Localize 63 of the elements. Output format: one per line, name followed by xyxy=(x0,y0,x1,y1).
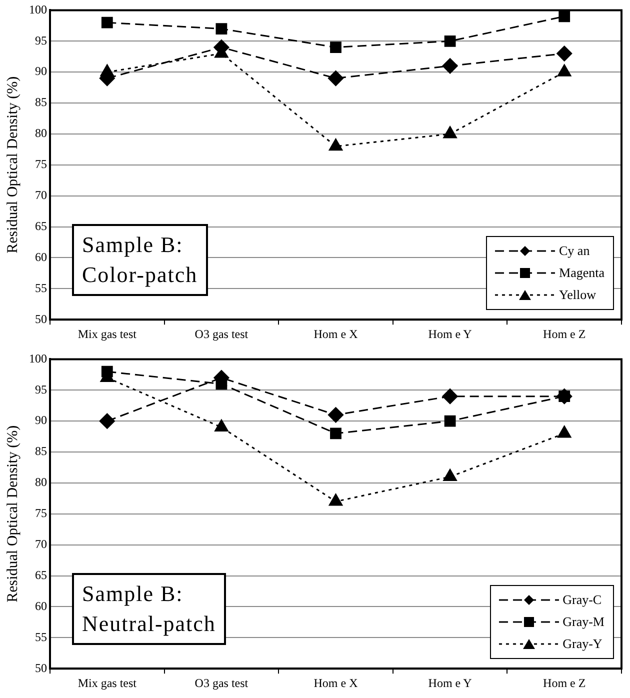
point xyxy=(330,428,342,440)
x-tick-label: Hom e Y xyxy=(428,676,472,690)
y-tick-label: 60 xyxy=(35,250,47,264)
point xyxy=(558,10,570,22)
y-tick-label: 80 xyxy=(35,475,47,490)
x-tick-label: Mix gas test xyxy=(78,326,138,341)
legend-label: Magenta xyxy=(559,264,604,281)
point xyxy=(444,35,456,47)
point xyxy=(558,64,572,76)
point xyxy=(558,426,572,438)
x-tick-label: Hom e Z xyxy=(543,676,586,690)
y-tick-label: 90 xyxy=(35,413,47,428)
y-tick-label: 70 xyxy=(35,536,47,551)
y-tick-label: 85 xyxy=(35,444,47,458)
point xyxy=(444,415,456,427)
x-tick-label: O3 gas test xyxy=(194,326,249,341)
legend-label: Yellow xyxy=(559,286,596,303)
legend-label: Gray-C xyxy=(562,592,602,608)
y-tick-label: 80 xyxy=(35,126,47,140)
y-tick-label: 95 xyxy=(35,382,47,396)
point xyxy=(442,388,458,404)
y-tick-label: 50 xyxy=(35,660,47,675)
annotation: Sample B: Color-patch xyxy=(72,224,208,296)
point xyxy=(100,64,114,76)
point xyxy=(328,407,344,423)
annotation: Sample B: Neutral-patch xyxy=(72,572,226,645)
y-tick-label: 85 xyxy=(35,95,47,110)
y-tick-label: 75 xyxy=(35,506,47,520)
legend-label: Gray-Y xyxy=(562,636,602,652)
y-tick-label: 75 xyxy=(35,157,47,172)
point xyxy=(328,70,344,86)
y-axis-title: Residual Optical Density (%) xyxy=(4,425,21,602)
y-tick-label: 70 xyxy=(35,188,47,202)
y-tick-label: 55 xyxy=(35,630,47,644)
y-tick-label: 65 xyxy=(35,218,47,233)
point xyxy=(214,420,228,432)
point xyxy=(101,16,113,28)
point xyxy=(443,126,457,138)
x-tick-label: Hom e Y xyxy=(428,326,472,341)
y-tick-label: 60 xyxy=(35,598,47,613)
y-tick-label: 100 xyxy=(29,351,47,366)
point xyxy=(216,23,228,34)
point xyxy=(328,138,343,151)
x-tick-label: Mix gas test xyxy=(78,676,138,690)
x-tick-label: Hom e Z xyxy=(543,326,586,341)
point xyxy=(442,58,458,74)
point xyxy=(443,469,457,482)
y-tick-label: 50 xyxy=(35,312,47,326)
point xyxy=(556,46,572,62)
y-tick-label: 100 xyxy=(29,2,47,16)
legend-label: Gray-M xyxy=(562,614,604,630)
x-tick-label: Hom e X xyxy=(314,326,358,341)
y-tick-label: 55 xyxy=(35,280,47,295)
x-tick-label: Hom e X xyxy=(314,676,358,690)
y-tick-label: 95 xyxy=(35,33,47,48)
x-tick-label: O3 gas test xyxy=(194,676,249,690)
point xyxy=(328,494,343,506)
y-tick-label: 90 xyxy=(35,64,47,78)
legend-label: Cy an xyxy=(559,242,590,259)
point xyxy=(330,42,342,54)
y-tick-label: 65 xyxy=(35,568,47,582)
y-axis-title: Residual Optical Density (%) xyxy=(4,76,21,254)
point xyxy=(99,413,115,429)
